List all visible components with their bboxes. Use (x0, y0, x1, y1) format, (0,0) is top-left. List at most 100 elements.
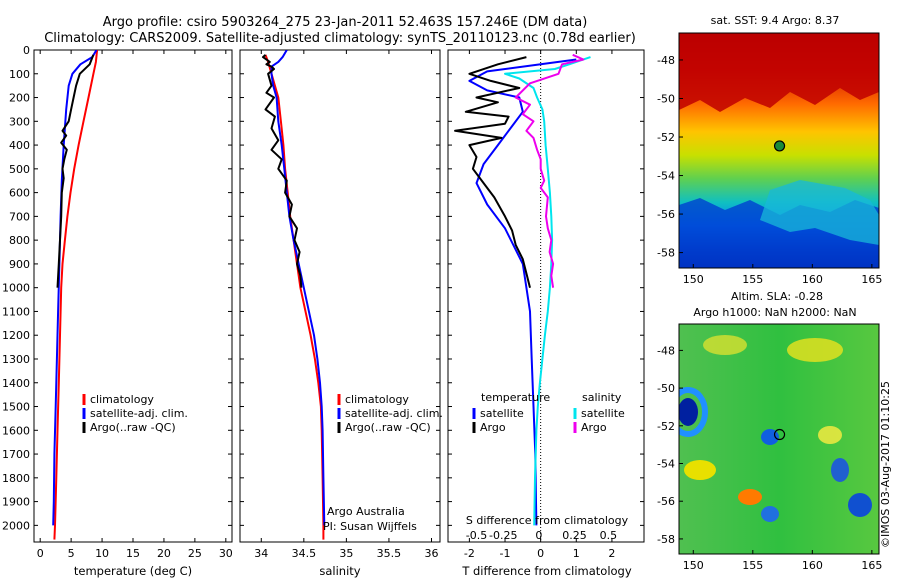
x-tick-label: 0 (37, 547, 44, 560)
salinity-panel: 34 34.5 35 35.5 36 climatologysatellite-adj.… (239, 49, 443, 578)
depth-tick-label: 1900 (2, 496, 30, 509)
x-tick-label: 34 (254, 547, 268, 560)
secondary-tick-label: 0 (535, 529, 542, 542)
map-x-tick-label: 165 (861, 559, 882, 572)
sla-map-title-line2: Argo h1000: NaN h2000: NaN (693, 306, 856, 319)
x-tick-label: 35.5 (377, 547, 402, 560)
x-tick-label: 1 (573, 547, 580, 560)
depth-tick-label: 600 (9, 187, 30, 200)
map-y-tick-label: -58 (657, 533, 675, 546)
x-tick-label: 30 (219, 547, 233, 560)
sst-cyan-patch (760, 180, 879, 245)
map-x-tick-label: 160 (802, 559, 823, 572)
map-x-tick-label: 150 (683, 273, 704, 286)
depth-tick-label: 200 (9, 92, 30, 105)
legend-label: Argo (581, 421, 607, 434)
figure-title-line1: Argo profile: csiro 5903264_275 23-Jan-2… (103, 15, 588, 30)
salinity-x-axis: 34 34.5 35 35.5 36 (254, 50, 438, 560)
series-line (514, 53, 585, 288)
depth-tick-label: 1000 (2, 282, 30, 295)
x-tick-label: 2 (608, 547, 615, 560)
map-x-tick-label: 165 (861, 273, 882, 286)
legend-title-salinity: salinity (582, 391, 622, 404)
imos-credit: ©IMOS 03-Aug-2017 01:10:25 (879, 381, 892, 548)
map-x-tick-label: 150 (683, 559, 704, 572)
series-line (53, 50, 99, 540)
secondary-tick-label: 0.25 (562, 529, 587, 542)
x-tick-label: 10 (95, 547, 109, 560)
x-tick-label: 36 (424, 547, 438, 560)
depth-axis: 0 100 200 300 400 500 600 700 800 900 1000 1100 1200… (2, 44, 232, 532)
x-tick-label: 0 (537, 547, 544, 560)
legend-label: satellite-adj. clim. (345, 407, 443, 420)
map-y-tick-label: -50 (657, 92, 675, 105)
legend-title-temperature: temperature (481, 391, 550, 404)
temperature-plot-frame (33, 49, 233, 543)
sla-anomaly (761, 506, 779, 522)
depth-tick-label: 700 (9, 210, 30, 223)
series-line (468, 58, 577, 526)
temperature-lines (52, 50, 99, 540)
temperature-axis-label: temperature (deg C) (74, 564, 192, 578)
depth-tick-label: 100 (9, 68, 30, 81)
difference-lines (454, 53, 591, 526)
sst-map-title: sat. SST: 9.4 Argo: 8.37 (711, 14, 840, 27)
series-line (454, 56, 531, 288)
map-y-tick-label: -48 (657, 344, 675, 357)
map-y-tick-label: -48 (657, 54, 675, 67)
map-y-tick-label: -58 (657, 247, 675, 260)
map-y-tick-label: -54 (657, 170, 675, 183)
sla-map-title-line1: Altim. SLA: -0.28 (731, 290, 823, 303)
t-difference-label: T difference from climatology (461, 564, 632, 578)
depth-tick-label: 1500 (2, 401, 30, 414)
temperature-x-axis: 0 5 10 15 20 25 30 (37, 50, 233, 560)
s-difference-label: S difference from climatology (466, 514, 629, 527)
secondary-tick-label: 0.5 (600, 529, 618, 542)
x-tick-label: 34.5 (292, 547, 317, 560)
sla-map-frame (678, 323, 880, 555)
difference-panel: -2 -1 0 1 2 temperature salinitysatelliteArgo… (447, 49, 645, 578)
sla-anomaly (787, 338, 843, 362)
salinity-plot-frame (239, 49, 441, 543)
legend-label: Argo (480, 421, 506, 434)
sla-anomaly (679, 387, 708, 437)
series-line (262, 54, 303, 288)
map-y-tick-label: -56 (657, 208, 675, 221)
salinity-lines (262, 50, 326, 540)
legend-label: climatology (345, 393, 409, 406)
depth-tick-label: 400 (9, 139, 30, 152)
depth-tick-label: 1300 (2, 353, 30, 366)
map-y-tick-label: -52 (657, 131, 675, 144)
map-y-tick-label: -50 (657, 382, 675, 395)
x-tick-label: -1 (500, 547, 511, 560)
sla-anomaly (679, 398, 698, 426)
argo-position-marker-sla (773, 428, 786, 441)
sla-anomaly (848, 493, 872, 517)
map-y-tick-label: -52 (657, 420, 675, 433)
legend-label: satellite-adj. clim. (90, 407, 188, 420)
depth-tick-label: 1800 (2, 472, 30, 485)
salinity-axis-label: salinity (319, 564, 360, 578)
sla-anomaly (703, 335, 747, 355)
legend-label: climatology (90, 393, 154, 406)
difference-x-axis: -2 -1 0 1 2 (464, 50, 615, 560)
temperature-panel: 0100200300400500600700800900100011001200… (2, 44, 233, 578)
sla-anomaly (831, 458, 849, 482)
x-tick-label: 35 (339, 547, 353, 560)
depth-tick-label: 900 (9, 258, 30, 271)
sla-map: Altim. SLA: -0.28 Argo h1000: NaN h2000:… (657, 290, 882, 572)
map-x-tick-label: 155 (742, 273, 763, 286)
depth-tick-label: 2000 (2, 519, 30, 532)
depth-tick-label: 300 (9, 115, 30, 128)
x-tick-label: -2 (464, 547, 475, 560)
depth-tick-label: 1400 (2, 377, 30, 390)
sst-map: sat. SST: 9.4 Argo: 8.37 150 155 160 165 -48… (657, 14, 882, 286)
s-difference-ticks: -0.5 -0.25 0 0.25 0.5 (466, 529, 617, 542)
argo-australia-note: Argo Australia (327, 505, 405, 518)
legend-label: satellite (480, 407, 524, 420)
depth-tick-label: 500 (9, 163, 30, 176)
map-y-tick-label: -56 (657, 495, 675, 508)
secondary-tick-label: -0.5 (466, 529, 487, 542)
legend-label: satellite (581, 407, 625, 420)
